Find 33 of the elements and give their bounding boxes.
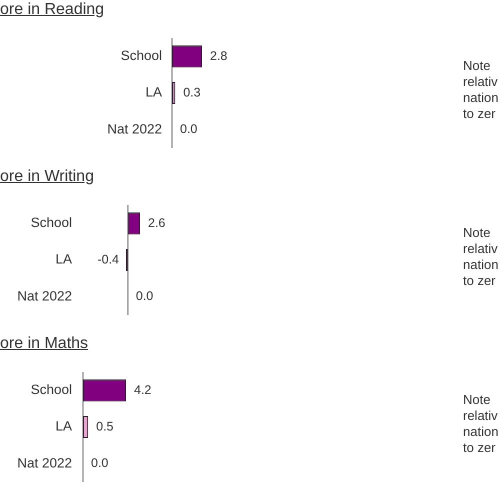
text: relativ [463,74,498,90]
data-label: -0.4 [97,252,120,266]
text: relativ [463,408,498,424]
y-tick-label: School [30,215,72,230]
text: nation [463,424,498,440]
y-tick-label: Nat 2022 [17,455,72,470]
y-tick-label: Nat 2022 [107,121,162,136]
y-tick-label: LA [145,84,162,100]
text: to zer [463,273,497,289]
text: to zer [463,106,497,122]
data-label: 2.6 [148,216,166,230]
y-tick-label: School [30,382,72,398]
data-label: 0.0 [180,122,198,136]
y-tick-label: School [120,48,162,64]
text: Note [463,392,492,408]
text: nation [463,90,498,106]
text: nation [463,257,498,273]
text: relativ [463,241,498,257]
data-label: 0.3 [183,85,201,100]
data-label: 2.8 [210,48,228,63]
data-label: 0.5 [96,419,114,434]
chart-title: ore in Reading [0,1,104,19]
y-tick-label: LA [55,418,72,434]
y-tick-label: Nat 2022 [17,288,72,304]
data-label: 4.2 [134,382,152,397]
data-label: 0.0 [91,456,108,470]
text: Note [463,225,492,241]
text: Note [463,58,492,74]
chart-title: ore in Maths [0,335,88,353]
data-label: 0.0 [136,289,154,304]
chart-title: ore in Writing [0,168,94,186]
y-tick-label: LA [55,252,72,267]
text: to zer [463,440,497,456]
